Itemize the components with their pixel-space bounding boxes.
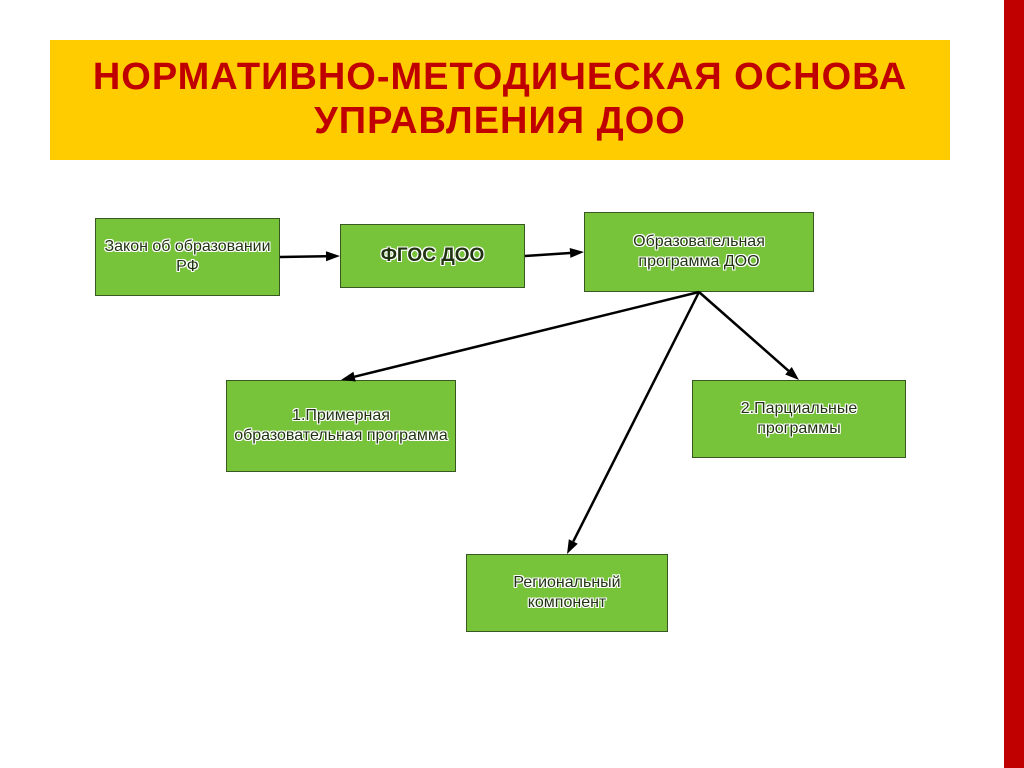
slide-root: НОРМАТИВНО-МЕТОДИЧЕСКАЯ ОСНОВА УПРАВЛЕНИ… [0, 0, 1024, 768]
arrow-line [573, 292, 699, 541]
node-fgos-label: ФГОС ДОО [381, 244, 485, 268]
arrow-line [699, 292, 788, 371]
arrow-line [355, 292, 699, 377]
node-fgos: ФГОС ДОО [340, 224, 525, 288]
title-text: НОРМАТИВНО-МЕТОДИЧЕСКАЯ ОСНОВА УПРАВЛЕНИ… [80, 56, 920, 143]
arrow-head [567, 539, 578, 554]
node-regional: Региональный компонент [466, 554, 668, 632]
node-approx-label: 1.Примерная образовательная программа [233, 406, 449, 446]
node-law-label: Закон об образовании РФ [102, 237, 273, 277]
node-program: Образовательная программа ДОО [584, 212, 814, 292]
node-law: Закон об образовании РФ [95, 218, 280, 296]
node-program-label: Образовательная программа ДОО [591, 232, 807, 272]
arrow-head [570, 248, 584, 258]
node-approx: 1.Примерная образовательная программа [226, 380, 456, 472]
accent-bar [1004, 0, 1024, 768]
arrow-head [785, 367, 799, 380]
title-band: НОРМАТИВНО-МЕТОДИЧЕСКАЯ ОСНОВА УПРАВЛЕНИ… [50, 40, 950, 160]
node-partial-label: 2.Парциальные программы [699, 399, 899, 439]
node-partial: 2.Парциальные программы [692, 380, 906, 458]
arrow-head [326, 251, 340, 261]
node-regional-label: Региональный компонент [473, 573, 661, 613]
arrow-line [525, 253, 570, 256]
arrow-line [280, 256, 326, 257]
